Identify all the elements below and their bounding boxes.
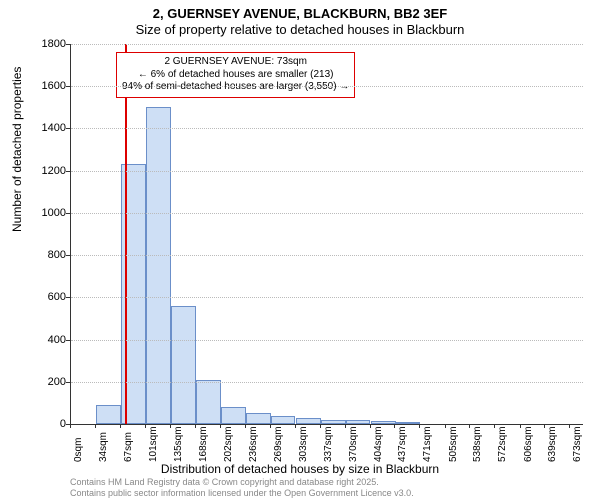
histogram-bar — [196, 380, 221, 424]
chart-title-main: 2, GUERNSEY AVENUE, BLACKBURN, BB2 3EF — [0, 6, 600, 21]
y-tick — [66, 86, 70, 87]
x-tick — [170, 424, 171, 428]
x-tick — [70, 424, 71, 428]
grid-line — [71, 128, 583, 129]
histogram-bar — [371, 421, 396, 424]
y-tick-label: 1000 — [42, 207, 66, 219]
y-tick — [66, 128, 70, 129]
annotation-box: 2 GUERNSEY AVENUE: 73sqm ← 6% of detache… — [116, 52, 355, 98]
histogram-bar — [346, 420, 371, 424]
histogram-bar — [246, 413, 271, 424]
x-tick — [469, 424, 470, 428]
grid-line — [71, 213, 583, 214]
x-tick — [245, 424, 246, 428]
y-tick-label: 1800 — [42, 38, 66, 50]
chart-title-sub: Size of property relative to detached ho… — [0, 22, 600, 37]
y-tick-label: 1600 — [42, 80, 66, 92]
x-tick — [494, 424, 495, 428]
x-tick — [445, 424, 446, 428]
grid-line — [71, 297, 583, 298]
grid-line — [71, 340, 583, 341]
x-tick-label: 673sqm — [572, 426, 583, 462]
annotation-line1: 2 GUERNSEY AVENUE: 73sqm — [122, 56, 349, 69]
grid-line — [71, 255, 583, 256]
x-tick-label: 437sqm — [397, 426, 408, 462]
x-tick-label: 0sqm — [73, 438, 84, 462]
y-tick-label: 1400 — [42, 122, 66, 134]
y-tick — [66, 255, 70, 256]
x-tick-label: 572sqm — [497, 426, 508, 462]
plot-area: 2 GUERNSEY AVENUE: 73sqm ← 6% of detache… — [70, 44, 583, 425]
annotation-line3: 94% of semi-detached houses are larger (… — [122, 81, 349, 94]
x-tick-label: 505sqm — [448, 426, 459, 462]
histogram-bar — [171, 306, 196, 424]
footer-line2: Contains public sector information licen… — [70, 488, 414, 498]
x-tick — [419, 424, 420, 428]
x-tick — [195, 424, 196, 428]
x-tick — [370, 424, 371, 428]
y-tick-label: 800 — [48, 249, 66, 261]
x-tick — [120, 424, 121, 428]
grid-line — [71, 382, 583, 383]
histogram-bar — [221, 407, 246, 424]
property-marker-line — [125, 44, 127, 424]
grid-line — [71, 86, 583, 87]
x-tick-label: 236sqm — [248, 426, 259, 462]
x-tick-label: 471sqm — [422, 426, 433, 462]
y-tick — [66, 213, 70, 214]
histogram-bar — [395, 422, 420, 424]
x-tick-label: 101sqm — [148, 426, 159, 462]
y-axis-label: Number of detached properties — [10, 67, 24, 232]
footer-line1: Contains HM Land Registry data © Crown c… — [70, 477, 414, 487]
x-tick-label: 639sqm — [547, 426, 558, 462]
y-tick-label: 600 — [48, 291, 66, 303]
x-tick — [145, 424, 146, 428]
histogram-bar — [271, 416, 296, 424]
y-tick — [66, 340, 70, 341]
x-tick — [95, 424, 96, 428]
y-tick-label: 200 — [48, 376, 66, 388]
x-tick-label: 337sqm — [323, 426, 334, 462]
x-tick — [295, 424, 296, 428]
grid-line — [71, 44, 583, 45]
y-tick — [66, 382, 70, 383]
histogram-bar — [321, 420, 346, 424]
x-tick-label: 67sqm — [123, 432, 134, 462]
x-tick-label: 606sqm — [523, 426, 534, 462]
x-tick-label: 370sqm — [348, 426, 359, 462]
y-tick — [66, 171, 70, 172]
x-tick-label: 168sqm — [198, 426, 209, 462]
x-tick-label: 538sqm — [472, 426, 483, 462]
x-tick-label: 269sqm — [273, 426, 284, 462]
histogram-bar — [296, 418, 321, 424]
annotation-line2: ← 6% of detached houses are smaller (213… — [122, 69, 349, 82]
y-tick — [66, 44, 70, 45]
y-tick-label: 400 — [48, 334, 66, 346]
x-tick — [270, 424, 271, 428]
x-tick-label: 135sqm — [173, 426, 184, 462]
histogram-bar — [146, 107, 171, 424]
x-tick — [569, 424, 570, 428]
y-tick-label: 0 — [60, 418, 66, 430]
x-tick — [320, 424, 321, 428]
y-tick-label: 1200 — [42, 165, 66, 177]
histogram-bar — [96, 405, 121, 424]
x-tick — [544, 424, 545, 428]
y-tick — [66, 297, 70, 298]
x-tick — [394, 424, 395, 428]
x-tick-label: 202sqm — [223, 426, 234, 462]
x-axis-label: Distribution of detached houses by size … — [0, 462, 600, 476]
footer-attribution: Contains HM Land Registry data © Crown c… — [70, 477, 414, 498]
x-tick — [220, 424, 221, 428]
x-tick-label: 303sqm — [298, 426, 309, 462]
x-tick-label: 34sqm — [98, 432, 109, 462]
grid-line — [71, 171, 583, 172]
chart-container: 2, GUERNSEY AVENUE, BLACKBURN, BB2 3EF S… — [0, 0, 600, 500]
x-tick — [345, 424, 346, 428]
x-tick-label: 404sqm — [373, 426, 384, 462]
x-tick — [520, 424, 521, 428]
